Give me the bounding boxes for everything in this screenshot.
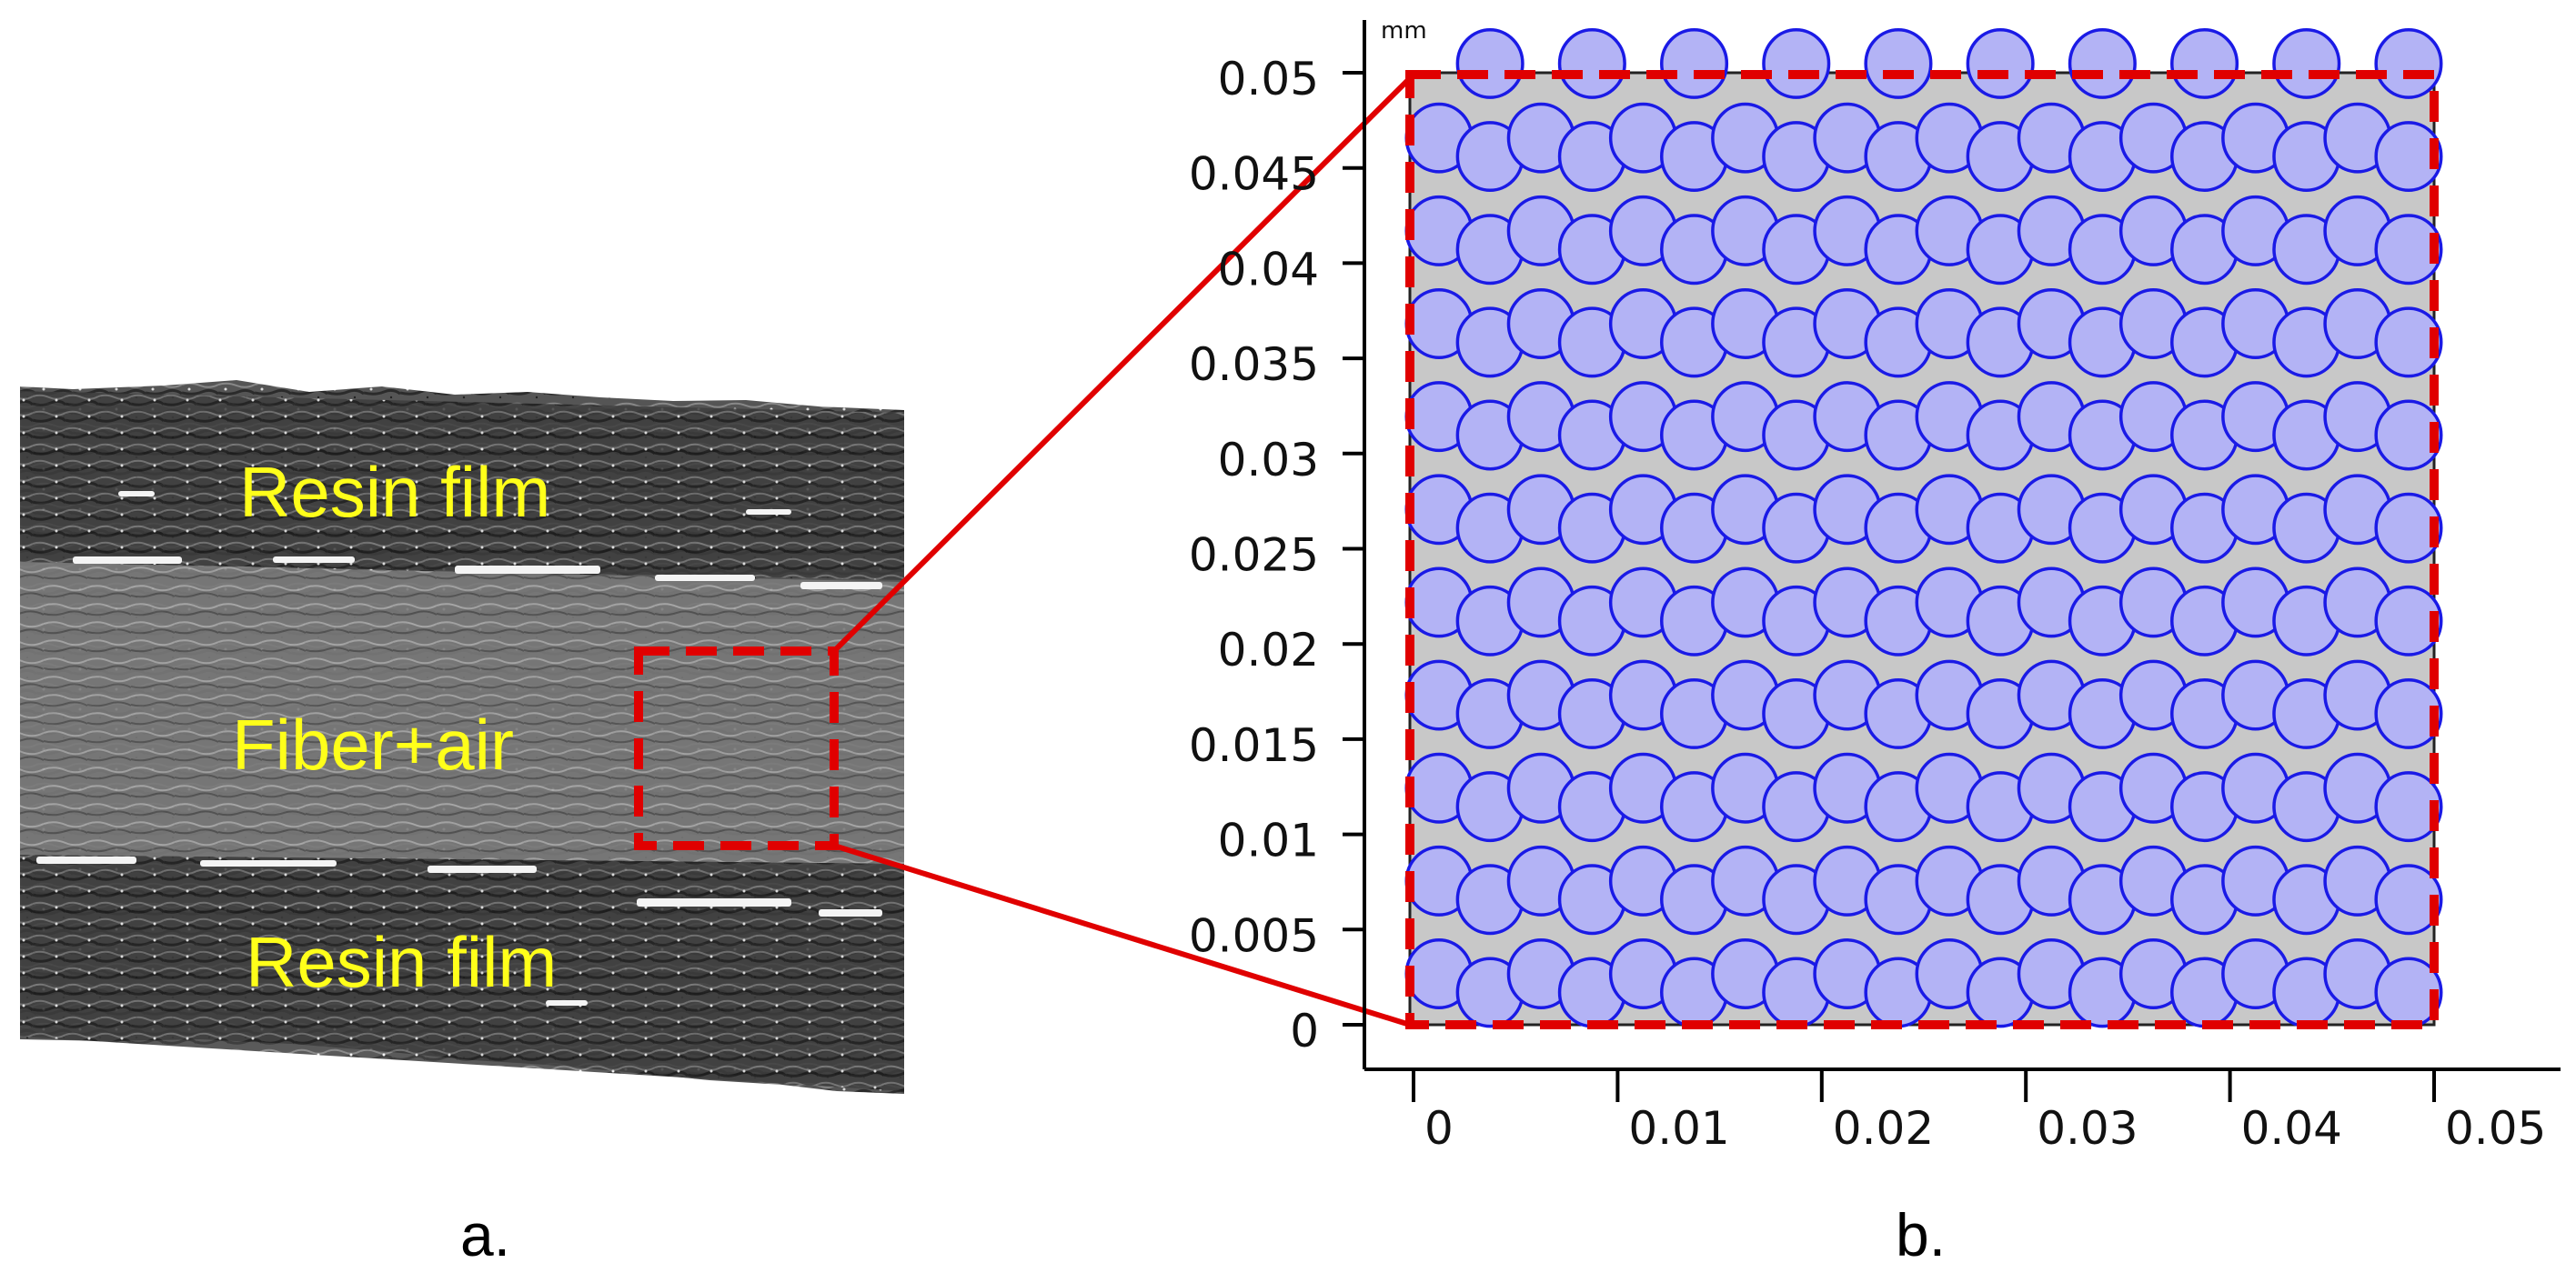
x-tick-label: 0.05 [2445,1102,2546,1155]
x-tick-label: 0 [1424,1102,1454,1155]
label-fiber-air: Fiber+air [232,705,514,785]
y-tick-label: 0 [1290,1005,1319,1057]
panel-label-b: b. [1896,1201,1946,1268]
x-tick-label: 0.03 [2037,1102,2138,1155]
x-tick-label: 0.01 [1628,1102,1729,1155]
fiber-circle [1660,27,1729,99]
connector-line-bottom [833,843,1411,1027]
x-tick-label: 0.02 [1833,1102,1934,1155]
y-tick-label: 0.015 [1189,719,1319,772]
y-tick-label: 0.02 [1218,624,1319,677]
void-streaks [36,491,882,1006]
label-resin-film-top: Resin film [239,452,550,532]
fiber-circle [2272,27,2341,99]
zoom-region-box [634,647,839,850]
fiber-array [1404,27,2443,1028]
x-tick-label: 0.04 [2241,1102,2342,1155]
y-tick-label: 0.04 [1218,243,1319,296]
fiber-circle [2374,677,2443,749]
fiber-circle [2374,399,2443,471]
y-tick-label: 0.005 [1189,909,1319,962]
fiber-circle [1455,27,1524,99]
fiber-circle [1557,27,1626,99]
fiber-circle [2374,214,2443,286]
fiber-air-band [20,562,904,864]
fiber-circle [1966,27,2035,99]
y-tick-label: 0.05 [1218,53,1319,105]
fiber-circle [2374,492,2443,564]
y-tick-label: 0.03 [1218,434,1319,486]
y-tick-label: 0.045 [1189,148,1319,201]
x-ticks: 0 0.01 0.02 0.03 0.04 0.05 [1412,1069,2546,1155]
label-resin-film-bottom: Resin film [246,922,557,1002]
fiber-circle [2374,121,2443,193]
y-tick-label: 0.025 [1189,529,1319,582]
rve-boundary-box [1405,70,2439,1029]
fiber-circle [2374,771,2443,843]
fiber-circle [1864,27,1933,99]
ct-cross-section: Resin film Fiber+air Resin film [20,380,904,1094]
y-ticks: 0 0.005 0.01 0.015 0.02 0.025 0.03 0.035 0.04 0.0… [1189,53,1364,1057]
panel-label-a: a. [460,1201,510,1268]
fiber-circle [2170,27,2239,99]
resin-film-bottom-band [20,855,904,1091]
y-tick-label: 0.035 [1189,338,1319,391]
fiber-circle [2374,27,2443,99]
fiber-circle [2374,585,2443,657]
fiber-circle [1762,27,1831,99]
connector-line-top [831,75,1413,654]
fiber-circle [2374,306,2443,378]
resin-film-top-band [20,391,904,580]
fiber-circle [2374,864,2443,936]
rve-plot: mm 0 0.005 0.01 0.015 0.02 0.025 0.03 0.035 0.04… [1189,17,2561,1155]
axis-unit-label: mm [1381,17,1427,45]
fiber-circle [2068,27,2137,99]
y-tick-label: 0.01 [1218,815,1319,867]
